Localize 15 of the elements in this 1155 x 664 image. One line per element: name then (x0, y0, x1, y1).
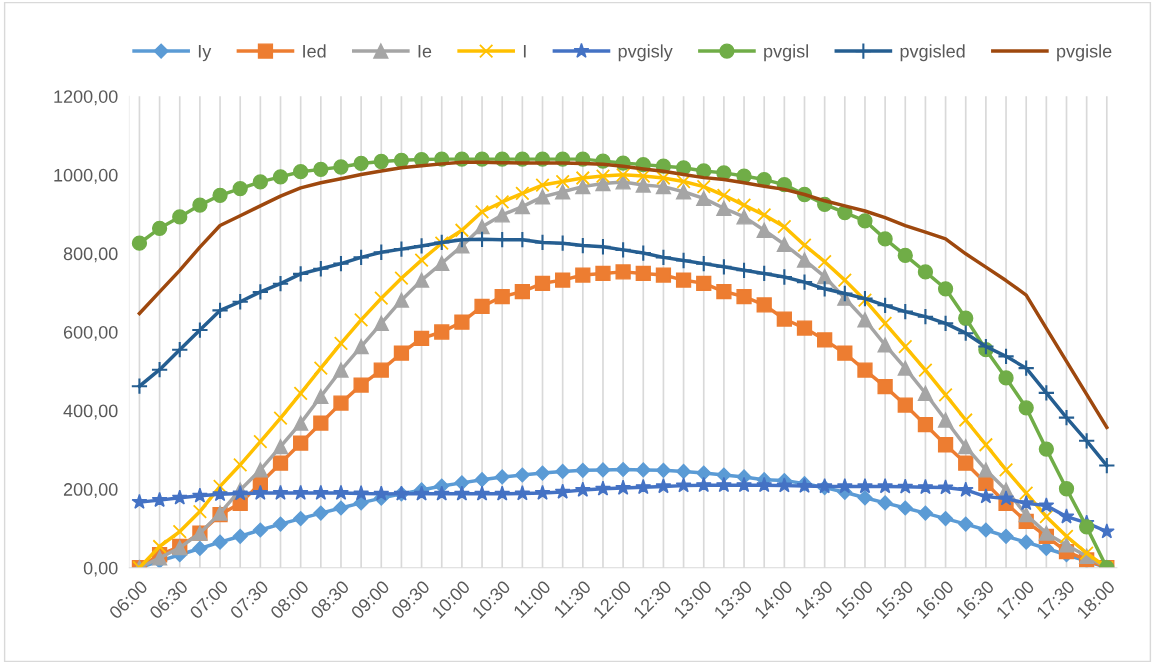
y-tick-label: 1200,00 (54, 90, 118, 106)
legend-label: pvgisl (764, 44, 808, 62)
y-tick-label: 1000,00 (54, 168, 118, 184)
y-tick-label: 0,00 (83, 561, 118, 577)
legend-label: Ied (303, 44, 326, 58)
y-tick-label: 200,00 (63, 483, 118, 498)
legend-label: pvgisly (618, 44, 673, 62)
legend-label: pvgisled (900, 44, 965, 62)
y-tick-label: 600,00 (63, 325, 118, 341)
legend-label: I (523, 45, 526, 58)
legend-label: pvgisle (1057, 44, 1112, 62)
y-tick-label: 800,00 (63, 247, 118, 263)
legend-label: Iy (198, 45, 212, 62)
legend-label: Ie (418, 45, 432, 58)
y-tick-label: 400,00 (63, 404, 118, 420)
